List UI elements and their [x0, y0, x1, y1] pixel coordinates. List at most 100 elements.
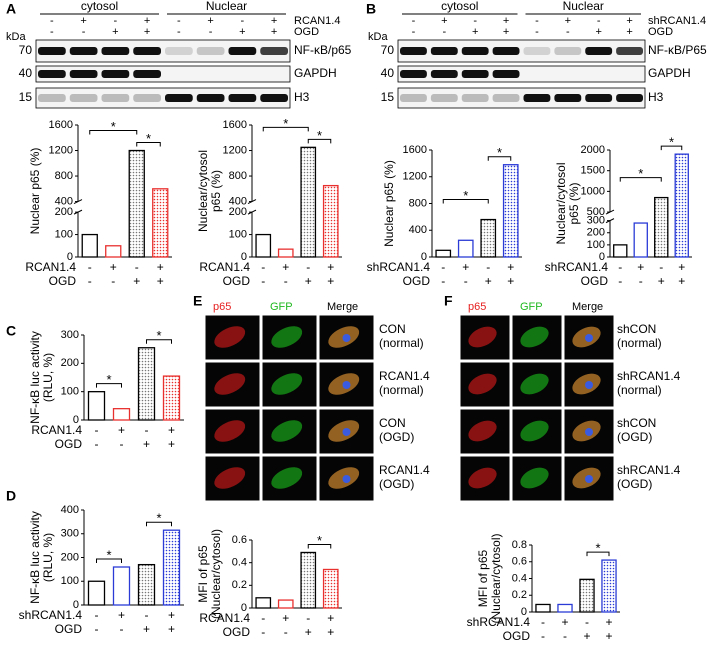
blot-band: [400, 94, 427, 102]
factor-name: shRCAN1.4: [545, 260, 609, 274]
sig-bracket: [442, 199, 489, 204]
bar: [112, 408, 131, 421]
factor-level: -: [541, 615, 545, 629]
factor-level: -: [95, 622, 99, 636]
blot-unit: kDa: [368, 31, 388, 43]
factor-level: -: [95, 423, 99, 437]
factor-name: OGD: [503, 629, 531, 643]
condition-label: shRCAN1.4: [617, 463, 681, 477]
y-axis-label: Nuclear/cytosol: [196, 150, 210, 232]
y-tick-label: 300: [587, 215, 605, 227]
factor-name: RCAN1.4: [294, 15, 340, 27]
sig-bracket: [96, 558, 122, 563]
cell: [214, 420, 246, 442]
factor-level: +: [678, 274, 685, 288]
factor-level: -: [659, 260, 663, 274]
factor-level: -: [442, 26, 446, 38]
factor-name: shRCAN1.4: [467, 615, 531, 629]
y-tick-label: 200: [55, 206, 73, 218]
factor-level: +: [503, 26, 509, 38]
factor-level: -: [88, 274, 92, 288]
factor-name: OGD: [648, 26, 673, 38]
factor-level: -: [563, 629, 567, 643]
factor-name: OGD: [294, 26, 319, 38]
y-tick-label: 0.2: [512, 589, 527, 601]
blot-band: [430, 70, 458, 78]
cell: [468, 326, 497, 348]
condition-label: (normal): [379, 383, 424, 397]
sig-bracket: [487, 156, 512, 161]
channel-label: Merge: [572, 301, 603, 313]
bar: [277, 248, 294, 258]
blot-band: [616, 94, 643, 102]
y-axis-label: Nuclear/cytosol: [554, 162, 568, 244]
panel-label: B: [366, 1, 376, 17]
factor-level: +: [168, 437, 175, 451]
micrograph: [318, 314, 375, 361]
factor-level: -: [284, 625, 288, 639]
channel-label: p65: [213, 301, 231, 313]
y-tick-label: 1000: [581, 185, 605, 197]
sig-bracket: [660, 145, 683, 151]
factor-level: +: [462, 260, 469, 274]
factor-name: RCAN1.4: [199, 260, 250, 274]
factor-level: +: [626, 26, 632, 38]
blot-marker: 15: [381, 90, 395, 104]
channel-label: GFP: [520, 301, 543, 313]
blot-band: [69, 47, 98, 55]
bar: [654, 196, 669, 258]
sig-label: *: [317, 533, 322, 548]
factor-name: OGD: [223, 625, 251, 639]
blot-band: [101, 94, 130, 102]
factor-level: +: [157, 260, 164, 274]
panel-label: C: [6, 323, 16, 339]
factor-level: +: [583, 629, 590, 643]
y-tick-label: 100: [55, 228, 73, 240]
y-tick-label: 1600: [403, 144, 427, 156]
blot-unit: kDa: [6, 31, 26, 43]
factor-level: -: [618, 274, 622, 288]
micrograph: [318, 361, 375, 408]
y-tick-label: 0.6: [232, 534, 247, 546]
factor-level: -: [261, 625, 265, 639]
bar: [87, 391, 106, 421]
bar: [255, 233, 272, 258]
blot-band: [38, 70, 66, 78]
factor-level: -: [486, 260, 490, 274]
bar: [633, 222, 648, 258]
blot-frame: [397, 65, 646, 83]
factor-level: +: [561, 615, 568, 629]
y-tick-label: 0: [241, 602, 247, 614]
factor-level: +: [507, 274, 514, 288]
factor-level: +: [305, 625, 312, 639]
sig-label: *: [156, 511, 161, 526]
factor-level: +: [118, 608, 125, 622]
factor-level: +: [239, 26, 245, 38]
y-tick-label: 0: [421, 251, 427, 263]
y-tick-label: 0.2: [232, 579, 247, 591]
bar: [300, 146, 317, 258]
sig-label: *: [156, 328, 161, 343]
blot-label: H3: [294, 90, 310, 104]
factor-level: +: [282, 611, 289, 625]
factor-level: -: [535, 26, 539, 38]
blot-band: [101, 47, 130, 55]
y-axis-label: (RLU, %): [41, 353, 55, 402]
blot-frame: [35, 39, 291, 63]
factor-level: -: [412, 15, 416, 27]
blot-band: [461, 47, 489, 55]
bar: [535, 603, 551, 613]
sig-bracket: [586, 551, 610, 557]
factor-level: -: [639, 274, 643, 288]
sig-bracket: [262, 126, 309, 132]
condition-label: (OGD): [379, 477, 414, 491]
bar: [502, 164, 519, 258]
bar: [480, 218, 497, 258]
y-tick-label: 0: [599, 251, 605, 263]
blot-band: [492, 70, 520, 78]
y-tick-label: 0: [241, 251, 247, 263]
y-tick-label: 1200: [49, 144, 73, 156]
blot-band: [133, 47, 161, 55]
factor-name: RCAN1.4: [31, 423, 82, 437]
factor-name: OGD: [49, 274, 77, 288]
